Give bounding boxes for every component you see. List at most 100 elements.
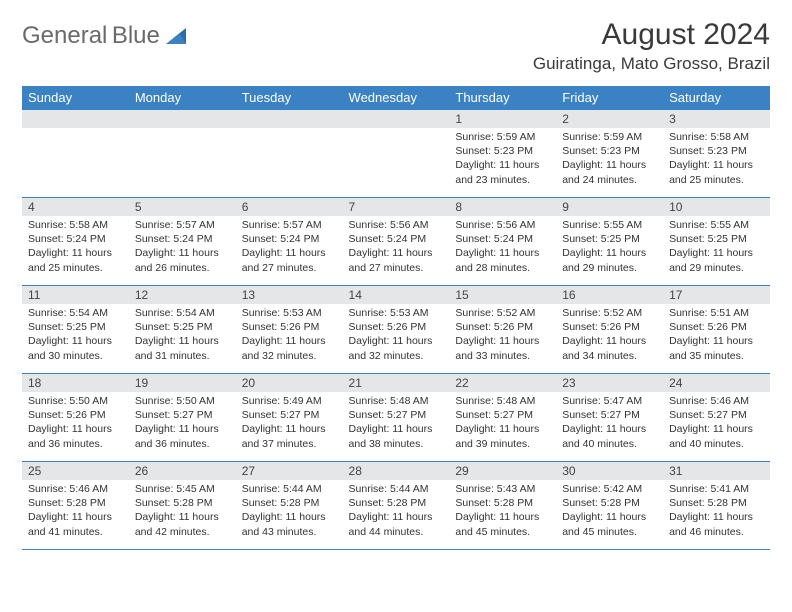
day-details: Sunrise: 5:48 AMSunset: 5:27 PMDaylight:… bbox=[343, 392, 450, 455]
day-number: 12 bbox=[129, 286, 236, 304]
day-number: 15 bbox=[449, 286, 556, 304]
day-details: Sunrise: 5:53 AMSunset: 5:26 PMDaylight:… bbox=[236, 304, 343, 367]
day-number: 1 bbox=[449, 110, 556, 128]
calendar-cell: 7Sunrise: 5:56 AMSunset: 5:24 PMDaylight… bbox=[343, 198, 450, 286]
day-details: Sunrise: 5:52 AMSunset: 5:26 PMDaylight:… bbox=[556, 304, 663, 367]
weekday-header: Friday bbox=[556, 86, 663, 110]
title-block: August 2024 Guiratinga, Mato Grosso, Bra… bbox=[533, 18, 770, 74]
day-number: 6 bbox=[236, 198, 343, 216]
calendar-cell: 13Sunrise: 5:53 AMSunset: 5:26 PMDayligh… bbox=[236, 286, 343, 374]
day-number: 22 bbox=[449, 374, 556, 392]
calendar-row: 18Sunrise: 5:50 AMSunset: 5:26 PMDayligh… bbox=[22, 374, 770, 462]
calendar-cell: 9Sunrise: 5:55 AMSunset: 5:25 PMDaylight… bbox=[556, 198, 663, 286]
month-title: August 2024 bbox=[533, 18, 770, 52]
day-details: Sunrise: 5:57 AMSunset: 5:24 PMDaylight:… bbox=[129, 216, 236, 279]
calendar-cell: 14Sunrise: 5:53 AMSunset: 5:26 PMDayligh… bbox=[343, 286, 450, 374]
day-details: Sunrise: 5:46 AMSunset: 5:27 PMDaylight:… bbox=[663, 392, 770, 455]
calendar-cell: 8Sunrise: 5:56 AMSunset: 5:24 PMDaylight… bbox=[449, 198, 556, 286]
day-details: Sunrise: 5:41 AMSunset: 5:28 PMDaylight:… bbox=[663, 480, 770, 543]
day-number bbox=[343, 110, 450, 128]
day-details: Sunrise: 5:51 AMSunset: 5:26 PMDaylight:… bbox=[663, 304, 770, 367]
calendar-cell: 27Sunrise: 5:44 AMSunset: 5:28 PMDayligh… bbox=[236, 462, 343, 550]
calendar-row: 11Sunrise: 5:54 AMSunset: 5:25 PMDayligh… bbox=[22, 286, 770, 374]
calendar-cell: 5Sunrise: 5:57 AMSunset: 5:24 PMDaylight… bbox=[129, 198, 236, 286]
weekday-header: Wednesday bbox=[343, 86, 450, 110]
day-details: Sunrise: 5:54 AMSunset: 5:25 PMDaylight:… bbox=[129, 304, 236, 367]
day-details: Sunrise: 5:44 AMSunset: 5:28 PMDaylight:… bbox=[236, 480, 343, 543]
day-number: 9 bbox=[556, 198, 663, 216]
day-details: Sunrise: 5:53 AMSunset: 5:26 PMDaylight:… bbox=[343, 304, 450, 367]
calendar-cell bbox=[236, 110, 343, 198]
calendar-cell: 21Sunrise: 5:48 AMSunset: 5:27 PMDayligh… bbox=[343, 374, 450, 462]
day-number: 28 bbox=[343, 462, 450, 480]
day-number bbox=[22, 110, 129, 128]
day-number: 10 bbox=[663, 198, 770, 216]
day-number: 3 bbox=[663, 110, 770, 128]
day-number: 27 bbox=[236, 462, 343, 480]
day-details: Sunrise: 5:49 AMSunset: 5:27 PMDaylight:… bbox=[236, 392, 343, 455]
calendar-cell: 22Sunrise: 5:48 AMSunset: 5:27 PMDayligh… bbox=[449, 374, 556, 462]
day-details: Sunrise: 5:58 AMSunset: 5:23 PMDaylight:… bbox=[663, 128, 770, 191]
day-details: Sunrise: 5:59 AMSunset: 5:23 PMDaylight:… bbox=[556, 128, 663, 191]
brand-text-part2: Blue bbox=[112, 22, 160, 49]
day-number: 25 bbox=[22, 462, 129, 480]
day-number: 21 bbox=[343, 374, 450, 392]
day-number: 24 bbox=[663, 374, 770, 392]
day-details: Sunrise: 5:47 AMSunset: 5:27 PMDaylight:… bbox=[556, 392, 663, 455]
day-number: 26 bbox=[129, 462, 236, 480]
header: General Blue August 2024 Guiratinga, Mat… bbox=[22, 18, 770, 74]
calendar-cell: 17Sunrise: 5:51 AMSunset: 5:26 PMDayligh… bbox=[663, 286, 770, 374]
calendar-cell: 6Sunrise: 5:57 AMSunset: 5:24 PMDaylight… bbox=[236, 198, 343, 286]
calendar-cell: 11Sunrise: 5:54 AMSunset: 5:25 PMDayligh… bbox=[22, 286, 129, 374]
day-number: 8 bbox=[449, 198, 556, 216]
day-number bbox=[129, 110, 236, 128]
calendar-cell: 10Sunrise: 5:55 AMSunset: 5:25 PMDayligh… bbox=[663, 198, 770, 286]
day-details: Sunrise: 5:56 AMSunset: 5:24 PMDaylight:… bbox=[449, 216, 556, 279]
calendar-cell: 29Sunrise: 5:43 AMSunset: 5:28 PMDayligh… bbox=[449, 462, 556, 550]
weekday-header: Tuesday bbox=[236, 86, 343, 110]
calendar-cell: 15Sunrise: 5:52 AMSunset: 5:26 PMDayligh… bbox=[449, 286, 556, 374]
calendar-cell bbox=[129, 110, 236, 198]
weekday-header: Monday bbox=[129, 86, 236, 110]
location-text: Guiratinga, Mato Grosso, Brazil bbox=[533, 54, 770, 74]
calendar-cell: 19Sunrise: 5:50 AMSunset: 5:27 PMDayligh… bbox=[129, 374, 236, 462]
calendar-cell: 31Sunrise: 5:41 AMSunset: 5:28 PMDayligh… bbox=[663, 462, 770, 550]
day-details: Sunrise: 5:50 AMSunset: 5:27 PMDaylight:… bbox=[129, 392, 236, 455]
day-number: 18 bbox=[22, 374, 129, 392]
day-details: Sunrise: 5:56 AMSunset: 5:24 PMDaylight:… bbox=[343, 216, 450, 279]
day-number: 13 bbox=[236, 286, 343, 304]
calendar-row: 1Sunrise: 5:59 AMSunset: 5:23 PMDaylight… bbox=[22, 110, 770, 198]
calendar-row: 25Sunrise: 5:46 AMSunset: 5:28 PMDayligh… bbox=[22, 462, 770, 550]
day-number bbox=[236, 110, 343, 128]
weekday-header: Thursday bbox=[449, 86, 556, 110]
day-details: Sunrise: 5:52 AMSunset: 5:26 PMDaylight:… bbox=[449, 304, 556, 367]
calendar-cell: 30Sunrise: 5:42 AMSunset: 5:28 PMDayligh… bbox=[556, 462, 663, 550]
calendar-row: 4Sunrise: 5:58 AMSunset: 5:24 PMDaylight… bbox=[22, 198, 770, 286]
day-details: Sunrise: 5:43 AMSunset: 5:28 PMDaylight:… bbox=[449, 480, 556, 543]
calendar-cell bbox=[22, 110, 129, 198]
day-details: Sunrise: 5:46 AMSunset: 5:28 PMDaylight:… bbox=[22, 480, 129, 543]
brand-triangle-icon bbox=[164, 22, 190, 48]
day-details: Sunrise: 5:55 AMSunset: 5:25 PMDaylight:… bbox=[556, 216, 663, 279]
calendar-cell: 20Sunrise: 5:49 AMSunset: 5:27 PMDayligh… bbox=[236, 374, 343, 462]
calendar-cell: 28Sunrise: 5:44 AMSunset: 5:28 PMDayligh… bbox=[343, 462, 450, 550]
calendar-cell: 3Sunrise: 5:58 AMSunset: 5:23 PMDaylight… bbox=[663, 110, 770, 198]
calendar-cell: 18Sunrise: 5:50 AMSunset: 5:26 PMDayligh… bbox=[22, 374, 129, 462]
calendar-body: 1Sunrise: 5:59 AMSunset: 5:23 PMDaylight… bbox=[22, 110, 770, 550]
day-number: 30 bbox=[556, 462, 663, 480]
day-details: Sunrise: 5:55 AMSunset: 5:25 PMDaylight:… bbox=[663, 216, 770, 279]
day-number: 29 bbox=[449, 462, 556, 480]
day-details: Sunrise: 5:44 AMSunset: 5:28 PMDaylight:… bbox=[343, 480, 450, 543]
day-details: Sunrise: 5:42 AMSunset: 5:28 PMDaylight:… bbox=[556, 480, 663, 543]
day-details: Sunrise: 5:48 AMSunset: 5:27 PMDaylight:… bbox=[449, 392, 556, 455]
day-number: 14 bbox=[343, 286, 450, 304]
brand-logo: General Blue bbox=[22, 24, 190, 48]
day-details: Sunrise: 5:59 AMSunset: 5:23 PMDaylight:… bbox=[449, 128, 556, 191]
calendar-cell: 16Sunrise: 5:52 AMSunset: 5:26 PMDayligh… bbox=[556, 286, 663, 374]
day-details: Sunrise: 5:45 AMSunset: 5:28 PMDaylight:… bbox=[129, 480, 236, 543]
day-number: 11 bbox=[22, 286, 129, 304]
calendar-cell: 2Sunrise: 5:59 AMSunset: 5:23 PMDaylight… bbox=[556, 110, 663, 198]
calendar-cell: 25Sunrise: 5:46 AMSunset: 5:28 PMDayligh… bbox=[22, 462, 129, 550]
day-number: 5 bbox=[129, 198, 236, 216]
day-details: Sunrise: 5:54 AMSunset: 5:25 PMDaylight:… bbox=[22, 304, 129, 367]
